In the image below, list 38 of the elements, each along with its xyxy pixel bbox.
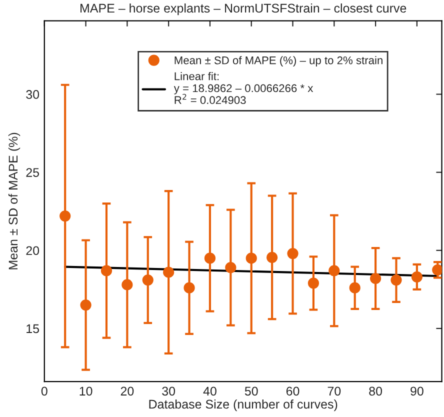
point [163,266,174,278]
point [287,248,298,260]
legend-label: Mean ± SD of MAPE (%) – up to 2% strain [174,56,382,66]
x-tick-label: 20 [120,386,134,396]
chart-title: MAPE – horse explants – NormUTSFStrain – closest curve [80,3,406,16]
x-tick-label: 40 [203,386,216,396]
y-tick-label: 25 [26,168,40,177]
x-tick-label: 60 [286,386,300,396]
x-tick-label: 0 [41,386,48,396]
point [390,274,402,286]
point [246,252,257,264]
point [411,271,422,282]
point [204,252,216,264]
point [100,265,112,276]
point [60,210,71,222]
point [80,299,92,311]
point [142,274,154,286]
y-tick-label: 30 [26,90,40,99]
legend-label: Linear fit: y = 18.9862 – 0.0066266 * x R$^{2}$ = 0.024903 [174,72,314,104]
y-tick-label: 15 [26,324,40,334]
x-tick-label: 90 [410,386,424,396]
x-axis-title: Database Size (number of curves) [149,399,338,412]
point [308,278,320,289]
point [225,262,236,274]
point [122,279,133,290]
point [266,252,278,263]
x-tick-label: 10 [80,386,92,396]
x-tick-label: 70 [328,386,341,396]
x-tick-label: 80 [369,386,382,396]
point [432,264,442,276]
point [184,282,195,294]
y-tick-label: 20 [26,246,40,256]
x-tick-label: 30 [162,386,176,396]
y-axis-title: Mean ± SD of MAPE (%) [8,132,20,270]
point [370,272,382,284]
x-tick-label: 50 [244,386,258,396]
point [349,282,360,294]
point [328,265,340,276]
